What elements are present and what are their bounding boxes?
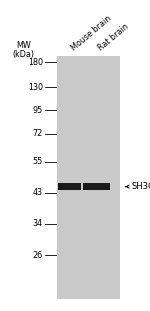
Text: (kDa): (kDa): [12, 50, 34, 59]
Text: Rat brain: Rat brain: [96, 22, 130, 53]
Text: Mouse brain: Mouse brain: [69, 14, 113, 53]
Text: MW: MW: [16, 41, 31, 50]
Text: 180: 180: [28, 58, 43, 67]
Text: 34: 34: [33, 220, 43, 228]
Bar: [83, 183, 110, 190]
Text: 95: 95: [33, 106, 43, 115]
Bar: [57, 56, 120, 299]
Text: 72: 72: [33, 129, 43, 138]
Bar: [58, 183, 81, 190]
Text: 55: 55: [33, 157, 43, 166]
Text: 26: 26: [33, 251, 43, 259]
Text: SH3GL1: SH3GL1: [132, 182, 150, 191]
Text: 130: 130: [28, 83, 43, 91]
Text: 43: 43: [33, 188, 43, 197]
